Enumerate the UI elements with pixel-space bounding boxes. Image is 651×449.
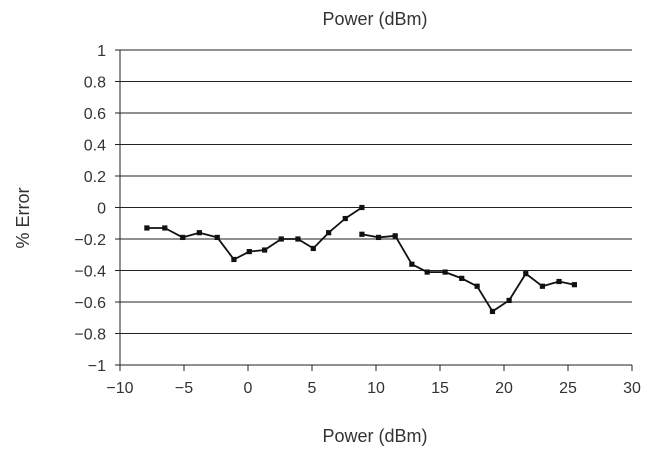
data-point	[556, 278, 562, 285]
data-point	[295, 236, 301, 242]
x-tick-label: 15	[431, 380, 449, 397]
data-point	[424, 269, 430, 275]
axes	[115, 49, 633, 371]
series-line	[146, 206, 363, 261]
data-point	[246, 249, 252, 255]
data-point	[162, 225, 168, 231]
y-tick-label: −1	[88, 358, 106, 375]
y-tick-label: 0.8	[84, 75, 106, 92]
data-point	[523, 271, 529, 277]
data-point	[506, 297, 512, 304]
data-point	[262, 247, 268, 253]
x-tick-label: −10	[106, 380, 133, 397]
x-tick-label: 20	[495, 380, 513, 397]
x-tick-label: 5	[308, 380, 317, 397]
data-point	[196, 230, 202, 236]
x-tick-label: −5	[175, 380, 193, 397]
x-tick-label: 0	[244, 380, 253, 397]
series-line	[361, 233, 575, 313]
data-point	[571, 282, 577, 288]
x-tick-label: 30	[623, 380, 641, 397]
data-point	[278, 236, 284, 242]
y-tick-label: −0.2	[74, 232, 106, 249]
y-tick-label: −0.6	[74, 295, 106, 312]
y-tick-label: 0.6	[84, 106, 106, 123]
data-point	[539, 283, 545, 289]
series-group	[144, 204, 577, 315]
y-tick-label: 1	[97, 43, 106, 60]
y-tick-label: 0	[97, 201, 106, 218]
data-point	[359, 231, 365, 237]
x-tick-labels: −10 −5 0 5 10 15 20 25 30	[106, 380, 641, 397]
grid	[120, 49, 632, 366]
x-tick-label: 10	[367, 380, 385, 397]
data-point	[326, 230, 332, 236]
data-point	[489, 308, 496, 315]
y-tick-labels: 1 0.8 0.6 0.4 0.2 0 −0.2 −0.4 −0.6 −0.8 −1	[74, 43, 106, 375]
data-point	[442, 269, 448, 275]
data-point	[392, 233, 398, 239]
data-point	[375, 234, 382, 241]
data-point	[214, 234, 220, 241]
y-tick-label: 0.4	[84, 138, 106, 155]
data-point	[342, 215, 348, 222]
y-tick-label: 0.2	[84, 169, 106, 186]
data-point	[459, 275, 465, 281]
y-tick-label: −0.4	[74, 264, 106, 281]
data-point	[359, 204, 365, 211]
chart-title: Power (dBm)	[322, 9, 427, 29]
y-tick-label: −0.8	[74, 327, 106, 344]
x-tick-label: 25	[559, 380, 577, 397]
data-point	[310, 245, 316, 252]
data-point	[231, 256, 237, 263]
data-point	[474, 283, 480, 289]
data-point	[144, 225, 150, 231]
y-axis-title: % Error	[13, 187, 33, 248]
data-point	[409, 261, 415, 267]
x-axis-title: Power (dBm)	[322, 426, 427, 446]
data-point	[180, 234, 186, 241]
